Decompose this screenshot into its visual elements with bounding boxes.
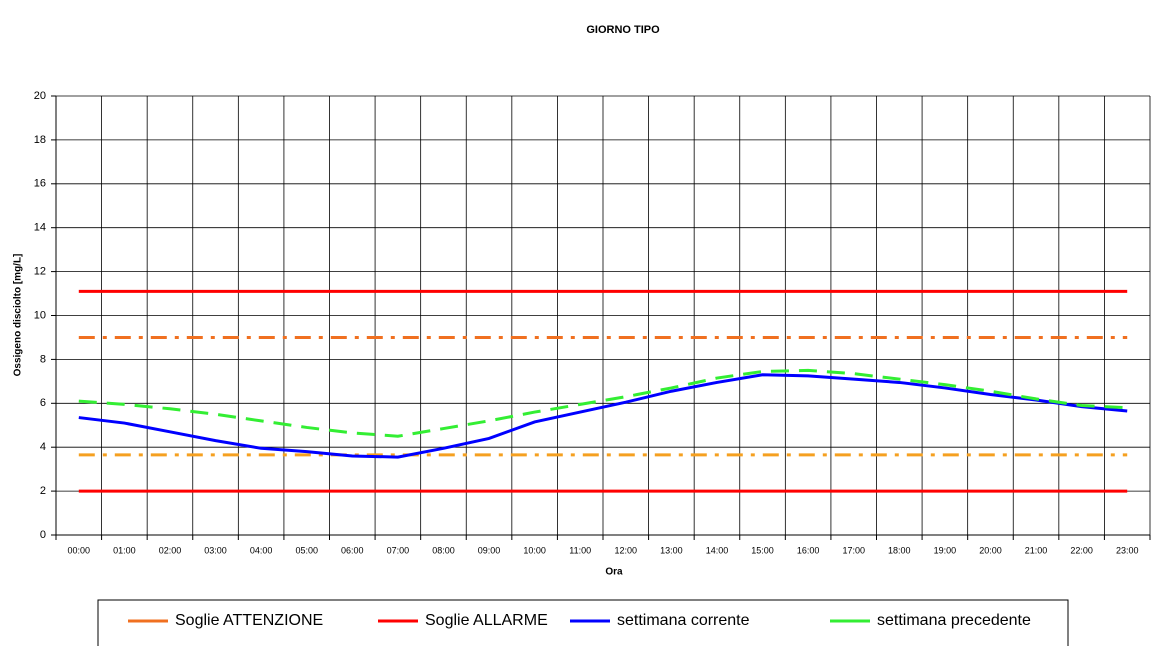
x-tick-label: 08:00 [432, 545, 455, 555]
y-tick-label: 0 [40, 529, 46, 541]
y-tick-label: 8 [40, 353, 46, 365]
y-tick-label: 12 [34, 266, 46, 278]
legend-label: Soglie ALLARME [425, 612, 548, 629]
y-tick-label: 2 [40, 485, 46, 497]
x-tick-label: 05:00 [295, 545, 318, 555]
x-tick-label: 03:00 [204, 545, 227, 555]
y-tick-label: 14 [34, 222, 46, 234]
x-tick-label: 21:00 [1025, 545, 1048, 555]
y-tick-label: 6 [40, 397, 46, 409]
legend-label: Soglie ATTENZIONE [175, 612, 323, 629]
x-tick-label: 13:00 [660, 545, 683, 555]
chart-title: GIORNO TIPO [586, 24, 660, 36]
y-tick-label: 10 [34, 309, 46, 321]
x-tick-label: 22:00 [1070, 545, 1093, 555]
x-axis-label: Ora [605, 567, 623, 578]
x-tick-label: 10:00 [523, 545, 546, 555]
x-tick-label: 11:00 [569, 545, 591, 555]
x-tick-label: 02:00 [159, 545, 182, 555]
x-tick-label: 23:00 [1116, 545, 1139, 555]
x-tick-label: 18:00 [888, 545, 911, 555]
y-tick-label: 18 [34, 134, 46, 146]
x-tick-label: 00:00 [68, 545, 91, 555]
x-tick-label: 07:00 [387, 545, 410, 555]
x-tick-label: 15:00 [751, 545, 774, 555]
x-tick-label: 16:00 [797, 545, 820, 555]
y-tick-label: 16 [34, 178, 46, 190]
x-tick-label: 20:00 [979, 545, 1002, 555]
x-tick-label: 19:00 [934, 545, 957, 555]
x-tick-label: 14:00 [706, 545, 729, 555]
legend-label: settimana precedente [877, 612, 1031, 629]
x-tick-label: 06:00 [341, 545, 364, 555]
y-tick-label: 20 [34, 90, 46, 102]
y-tick-label: 4 [40, 441, 46, 453]
x-tick-label: 09:00 [478, 545, 501, 555]
y-axis-label: Ossigeno disciolto [mg/L] [13, 254, 24, 377]
series-line [78, 373, 1128, 459]
legend-label: settimana corrente [617, 612, 750, 629]
x-tick-label: 12:00 [615, 545, 638, 555]
series-line [78, 368, 1128, 438]
x-tick-label: 04:00 [250, 545, 273, 555]
legend-box [97, 599, 1069, 646]
x-tick-label: 01:00 [113, 545, 136, 555]
x-tick-label: 17:00 [842, 545, 865, 555]
